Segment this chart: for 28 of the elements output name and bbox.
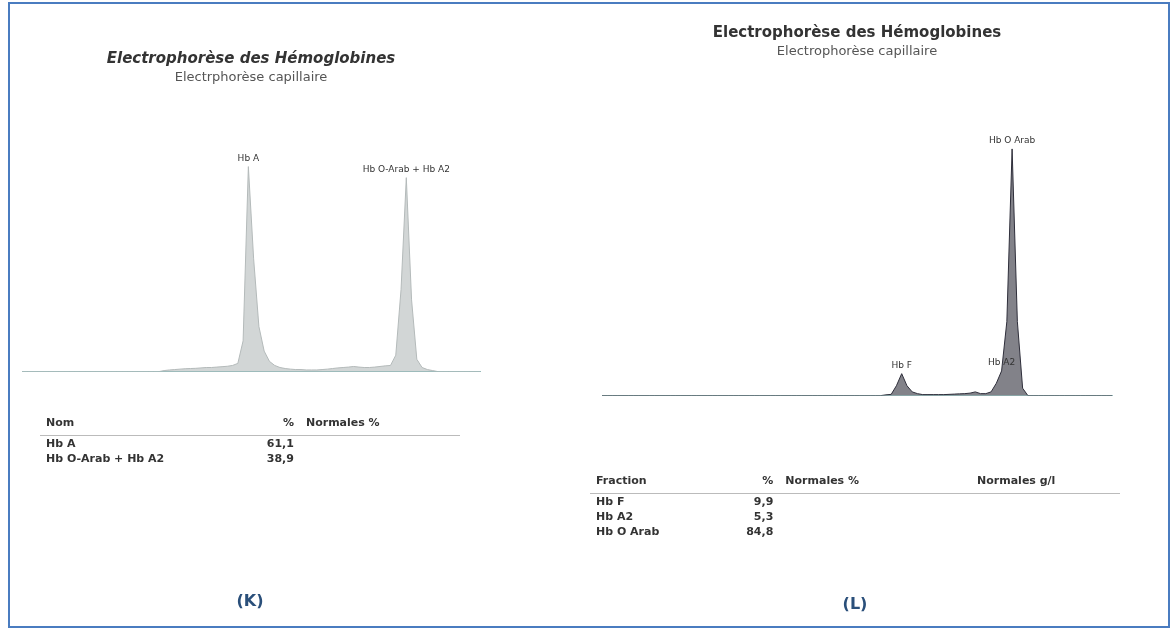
chart-subtitle: Electrophorèse capillaire [776, 43, 938, 59]
annotation: Hb F [891, 359, 912, 370]
text: Normales % [299, 412, 460, 436]
text: (K) [235, 591, 265, 610]
text: % [187, 412, 300, 436]
data-label: 38,9 [265, 451, 295, 466]
category-label: Hb A [45, 436, 77, 451]
annotation: Hb O Arab [988, 134, 1036, 145]
category-label: Hb O-Arab + Hb A2 [45, 451, 166, 466]
category-label: Hb O Arab [595, 524, 661, 539]
chart-title: Electrophorèse des Hémoglobines [106, 48, 396, 67]
data-label: 9,9 [752, 494, 775, 509]
annotation: Hb A [237, 152, 260, 163]
text: Normales % [779, 470, 972, 494]
data-label: 84,8 [745, 524, 775, 539]
text: % [729, 470, 780, 494]
category-label: Hb F [595, 494, 626, 509]
data-label: 61,1 [265, 436, 295, 451]
annotation: Hb O-Arab + Hb A2 [362, 163, 450, 174]
text: Nom [40, 412, 188, 436]
text: Fraction [590, 470, 730, 494]
text: (L) [841, 594, 869, 613]
text: Normales g/l [971, 470, 1120, 494]
data-label: 5,3 [752, 509, 775, 524]
chart-subtitle: Electrphorèse capillaire [174, 69, 328, 85]
chart-title: Electrophorèse des Hémoglobines [712, 22, 1002, 41]
annotation: Hb A2 [987, 356, 1016, 367]
category-label: Hb A2 [595, 509, 635, 524]
